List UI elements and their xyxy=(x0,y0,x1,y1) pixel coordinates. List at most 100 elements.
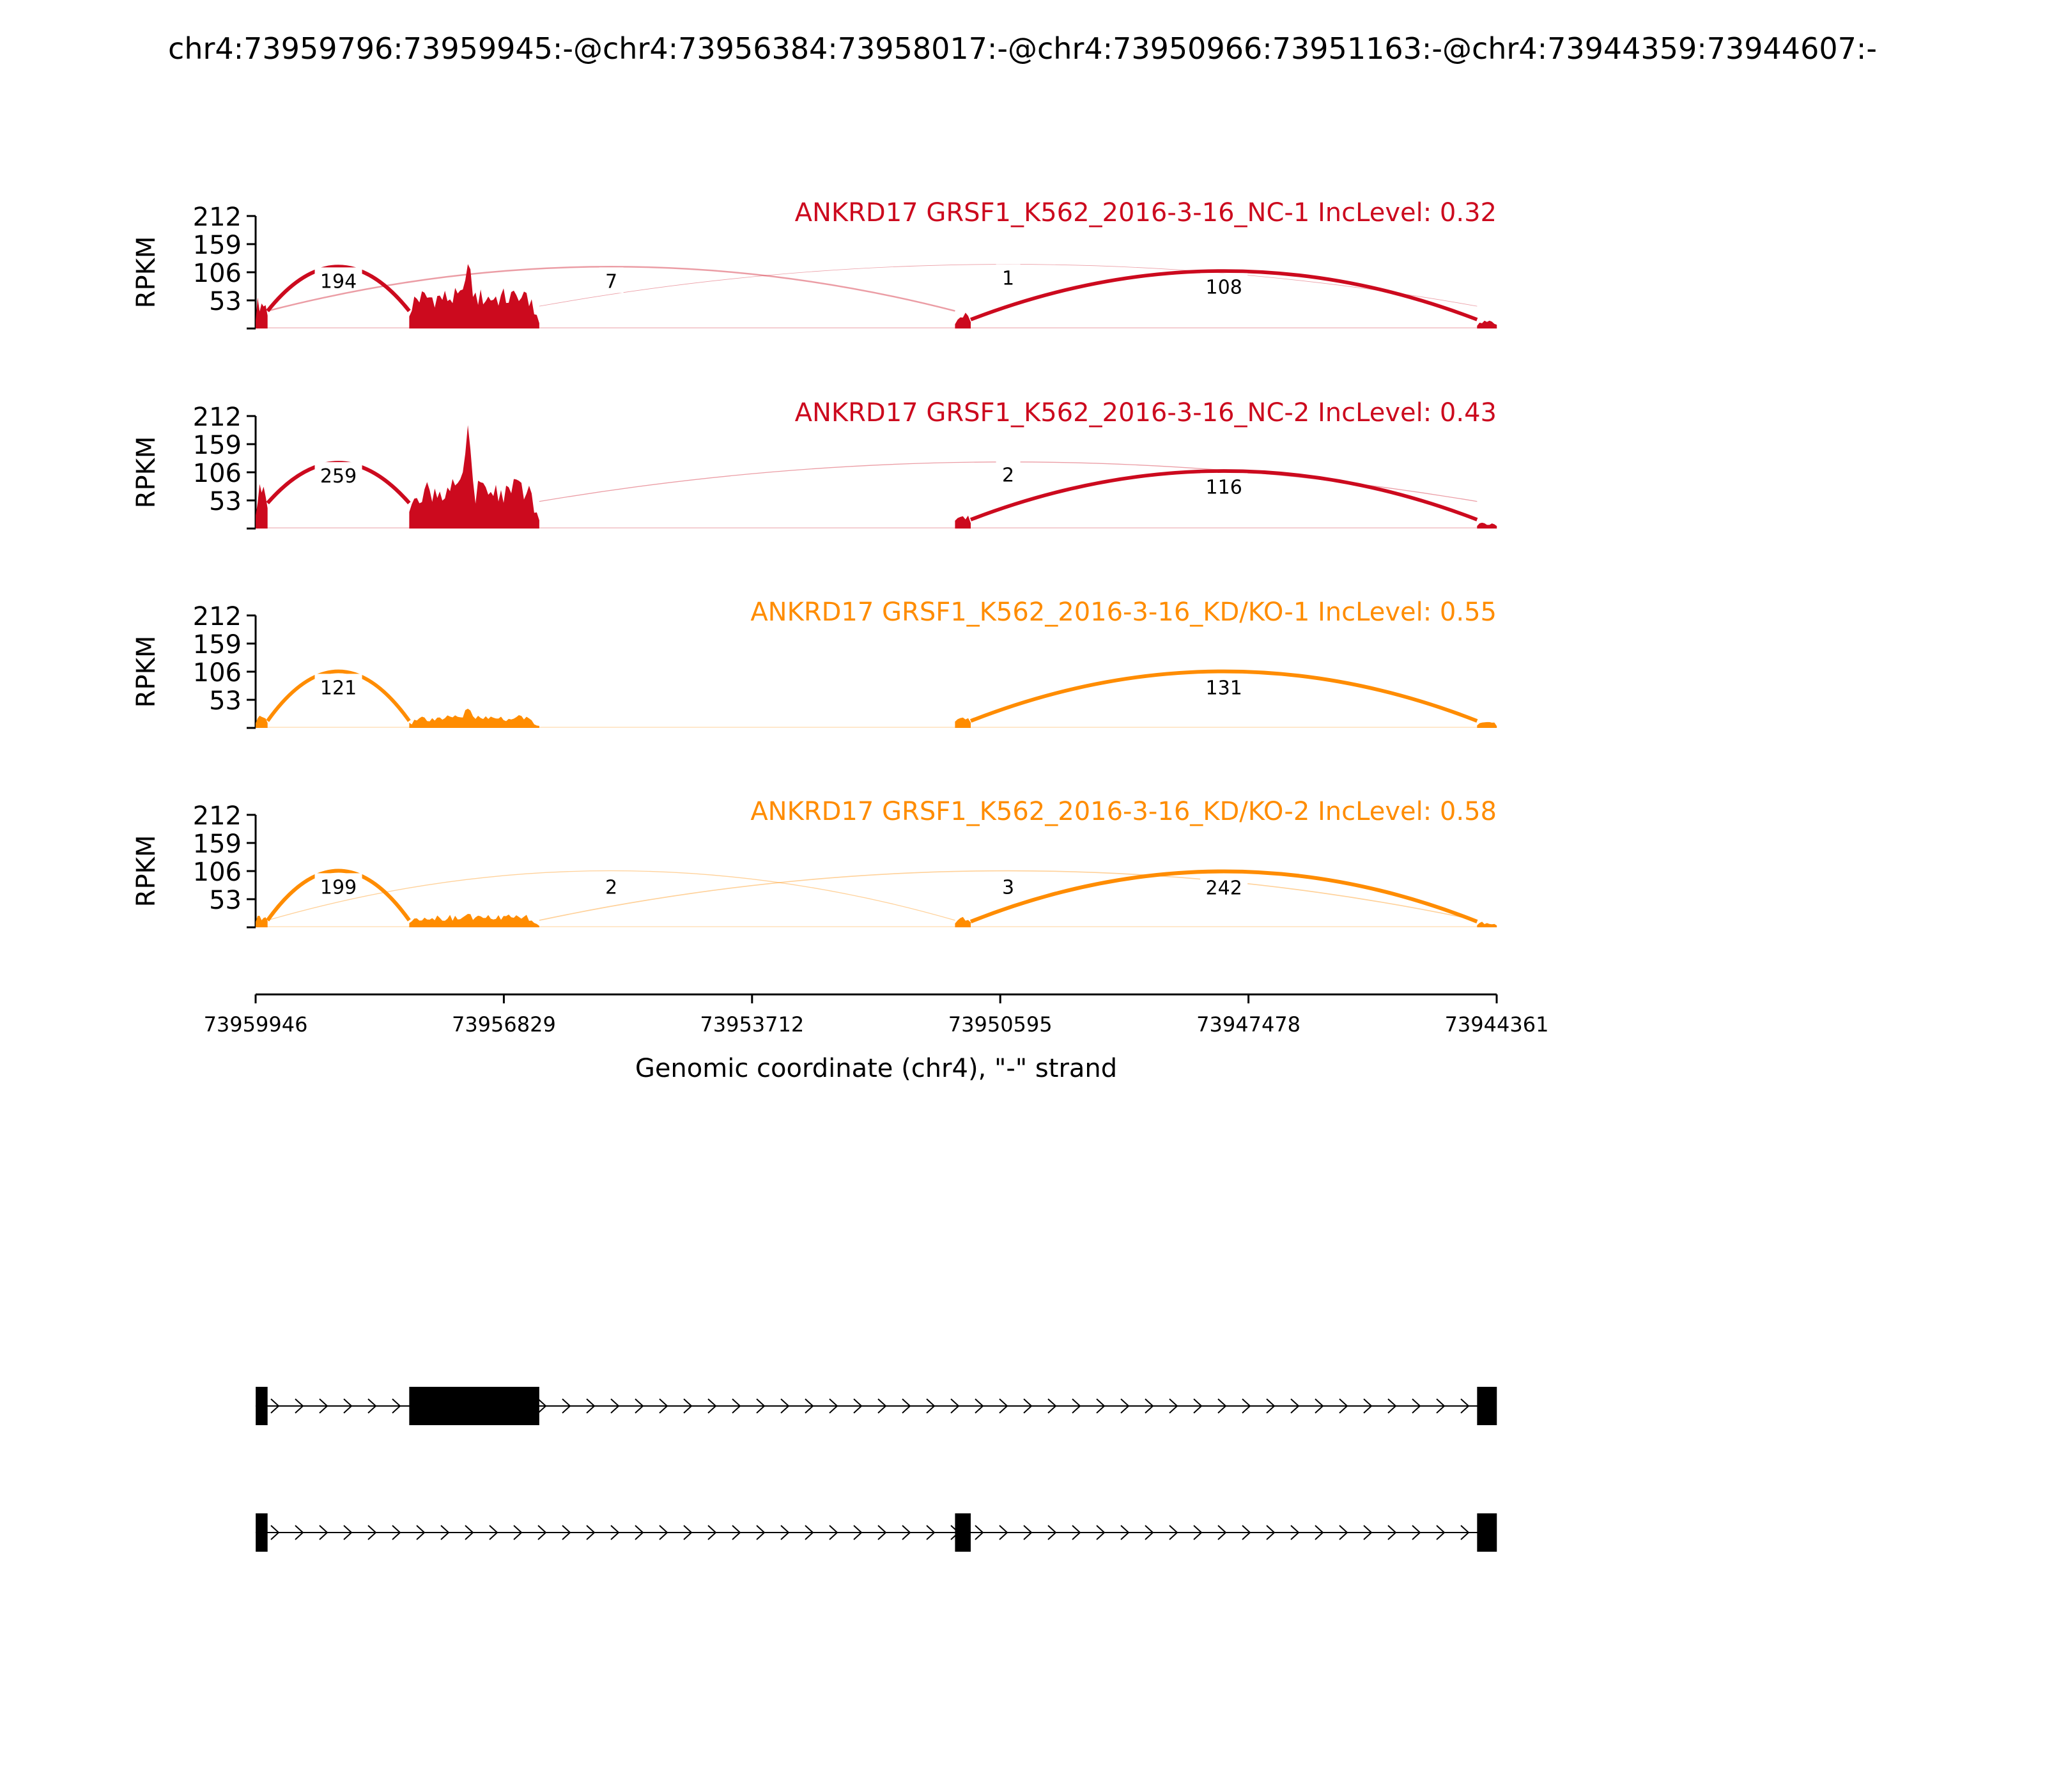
strand-chevron xyxy=(926,1525,936,1540)
coverage-exon3 xyxy=(955,717,971,728)
y-axis-label: RPKM xyxy=(132,835,161,908)
strand-chevron xyxy=(1339,1398,1348,1414)
x-tick-label: 73947478 xyxy=(1196,1012,1300,1037)
junction-count: 116 xyxy=(1206,476,1242,498)
strand-chevron xyxy=(610,1525,620,1540)
strand-chevron xyxy=(756,1525,766,1540)
junction-arc xyxy=(266,669,411,722)
junction-arc xyxy=(267,870,955,921)
strand-chevron xyxy=(537,1525,547,1540)
strand-chevron xyxy=(586,1398,596,1414)
y-tick-label: 159 xyxy=(193,431,242,460)
strand-chevron xyxy=(707,1398,717,1414)
coverage-exon1 xyxy=(256,715,268,728)
strand-chevron xyxy=(877,1398,887,1414)
y-tick-label: 159 xyxy=(193,630,242,660)
junction-label-bg xyxy=(599,267,624,293)
strand-chevron xyxy=(975,1525,984,1540)
strand-chevron xyxy=(999,1398,1008,1414)
x-tick-label: 73956829 xyxy=(452,1012,556,1037)
strand-chevron xyxy=(562,1525,571,1540)
panel-title: ANKRD17 GRSF1_K562_2016-3-16_KD/KO-2 Inc… xyxy=(750,797,1497,826)
strand-chevron xyxy=(1290,1525,1300,1540)
strand-chevron xyxy=(805,1398,814,1414)
junction-label-bg xyxy=(1200,273,1248,299)
strand-chevron xyxy=(1193,1525,1203,1540)
strand-chevron xyxy=(1290,1398,1300,1414)
strand-chevron xyxy=(1315,1398,1324,1414)
strand-chevron xyxy=(489,1525,498,1540)
strand-chevron xyxy=(319,1525,328,1540)
junction-label-bg xyxy=(314,674,362,700)
y-tick-label: 212 xyxy=(193,203,242,232)
y-tick-label: 212 xyxy=(193,403,242,432)
strand-chevron xyxy=(756,1398,766,1414)
strand-chevron xyxy=(343,1525,353,1540)
strand-chevron xyxy=(1412,1398,1421,1414)
junction-count: 242 xyxy=(1206,877,1242,900)
y-tick-label: 212 xyxy=(193,801,242,831)
junction-arc xyxy=(267,266,955,312)
junction-label-bg xyxy=(314,462,362,488)
isoform-structures xyxy=(256,1387,1497,1552)
strand-chevron xyxy=(853,1525,863,1540)
strand-chevron xyxy=(975,1398,984,1414)
junction-count: 108 xyxy=(1206,276,1242,298)
panel-title: ANKRD17 GRSF1_K562_2016-3-16_NC-1 IncLev… xyxy=(795,198,1497,228)
coverage-exon4 xyxy=(1477,722,1497,728)
strand-chevron xyxy=(1387,1398,1397,1414)
strand-chevron xyxy=(926,1398,936,1414)
coverage-exon2 xyxy=(409,264,539,328)
junction-count: 7 xyxy=(605,270,617,293)
coverage-exon4 xyxy=(1477,522,1497,529)
junction-label-bg xyxy=(996,264,1021,290)
strand-chevron xyxy=(659,1525,668,1540)
strand-chevron xyxy=(392,1398,401,1414)
strand-chevron xyxy=(780,1398,790,1414)
strand-chevron xyxy=(1339,1525,1348,1540)
y-tick-label: 106 xyxy=(193,658,242,688)
x-tick-label: 73944361 xyxy=(1445,1012,1549,1037)
coverage-exon1 xyxy=(256,916,268,927)
strand-chevron xyxy=(1169,1525,1178,1540)
y-axis-label: RPKM xyxy=(132,636,161,708)
strand-chevron xyxy=(1315,1525,1324,1540)
panel-title: ANKRD17 GRSF1_K562_2016-3-16_KD/KO-1 Inc… xyxy=(750,598,1497,627)
y-axis-label: RPKM xyxy=(132,436,161,509)
strand-chevron xyxy=(683,1525,693,1540)
strand-chevron xyxy=(1242,1398,1251,1414)
strand-chevron xyxy=(732,1398,741,1414)
strand-chevron xyxy=(392,1525,401,1540)
junction-arc xyxy=(969,469,1478,521)
junction-label-bg xyxy=(599,873,624,899)
strand-chevron xyxy=(877,1525,887,1540)
strand-chevron xyxy=(683,1398,693,1414)
junction-arc xyxy=(539,870,1478,921)
strand-chevron xyxy=(659,1398,668,1414)
junction-label-bg xyxy=(314,873,362,899)
junction-label-bg xyxy=(996,873,1021,899)
strand-chevron xyxy=(440,1525,450,1540)
figure-title: chr4:73959796:73959945:-@chr4:73956384:7… xyxy=(168,31,1877,66)
x-tick-label: 73959946 xyxy=(204,1012,308,1037)
junction-count: 3 xyxy=(1002,876,1014,899)
junction-arc xyxy=(266,265,411,313)
exon-block xyxy=(1477,1513,1497,1552)
exon-block xyxy=(256,1387,268,1425)
junction-label-bg xyxy=(1200,473,1248,499)
junction-arc xyxy=(266,869,411,922)
strand-chevron xyxy=(950,1398,960,1414)
strand-chevron xyxy=(1023,1398,1033,1414)
strand-chevron xyxy=(465,1525,474,1540)
x-tick-label: 73953712 xyxy=(700,1012,804,1037)
coverage-exon3 xyxy=(955,916,971,927)
y-tick-label: 53 xyxy=(209,287,242,316)
strand-chevron xyxy=(1266,1525,1276,1540)
strand-chevron xyxy=(1363,1525,1373,1540)
strand-chevron xyxy=(586,1525,596,1540)
strand-chevron xyxy=(319,1398,328,1414)
